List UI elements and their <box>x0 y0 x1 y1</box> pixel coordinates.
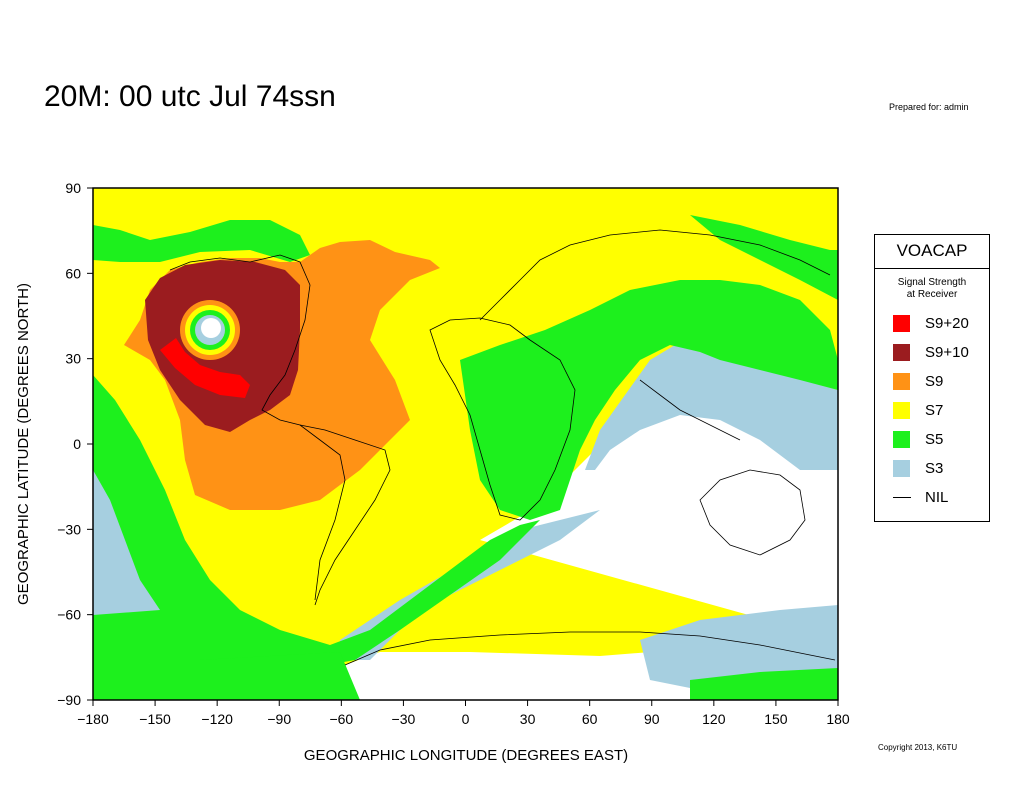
legend-nil-line <box>893 497 911 498</box>
legend-swatch <box>893 431 910 448</box>
x-axis-title: GEOGRAPHIC LONGITUDE (DEGREES EAST) <box>304 747 628 764</box>
map-title: 20M: 00 utc Jul 74ssn <box>44 80 336 113</box>
x-tick-label: −120 <box>201 711 233 727</box>
legend-label: S9+20 <box>925 315 969 332</box>
x-tick-label: −60 <box>329 711 353 727</box>
coverage-s9-20 <box>160 338 250 398</box>
legend-label: S3 <box>925 460 944 477</box>
coverage-s5-africa-asia <box>460 280 838 520</box>
legend-label: S7 <box>925 402 944 419</box>
legend-subtitle: Signal Strength at Receiver <box>875 277 989 301</box>
coverage-nil <box>345 368 838 700</box>
y-axis-title: GEOGRAPHIC LATITUDE (DEGREES NORTH) <box>15 283 32 605</box>
x-tick-label: 30 <box>520 711 536 727</box>
legend-subtitle-line2: at Receiver <box>906 289 958 300</box>
legend-title: VOACAP <box>875 235 989 269</box>
x-tick-label: 60 <box>582 711 598 727</box>
coverage-s5-northeast <box>690 215 838 300</box>
legend-item: S5 <box>893 431 989 449</box>
y-tick-label: 60 <box>65 265 81 281</box>
legend-item: S9+10 <box>893 344 989 362</box>
y-tick-label: −90 <box>57 692 81 708</box>
coverage-layers <box>93 188 838 700</box>
coverage-s5-antarctic <box>93 652 838 700</box>
legend-swatch <box>893 373 910 390</box>
x-tick-label: −150 <box>139 711 171 727</box>
coverage-s5-arctic <box>93 220 310 262</box>
legend-label: S9 <box>925 373 944 390</box>
coverage-s3-southern <box>93 510 838 690</box>
prepared-for-label: Prepared for: admin <box>889 102 969 112</box>
legend-swatch <box>893 460 910 477</box>
y-tick-label: 90 <box>65 180 81 196</box>
legend-swatch <box>893 344 910 361</box>
legend-item: S9 <box>893 373 989 391</box>
legend: VOACAP Signal Strength at Receiver S9+20… <box>874 234 990 522</box>
copyright-label: Copyright 2013, K6TU <box>878 743 958 752</box>
y-tick-label: 30 <box>65 351 81 367</box>
x-tick-label: −30 <box>392 711 416 727</box>
y-axis-ticks: 90 60 30 0 −30 −60 −90 <box>57 180 93 708</box>
x-tick-label: 120 <box>702 711 726 727</box>
legend-item: S7 <box>893 402 989 420</box>
legend-item: S9+20 <box>893 315 989 333</box>
legend-subtitle-line1: Signal Strength <box>897 277 967 288</box>
legend-item: NIL <box>893 489 989 507</box>
x-axis-ticks: −180 −150 −120 −90 −60 −30 0 30 60 90 120 150 180 <box>77 700 850 727</box>
x-tick-label: −90 <box>267 711 291 727</box>
x-tick-label: 0 <box>462 711 470 727</box>
y-tick-label: −30 <box>57 521 81 537</box>
x-tick-label: 90 <box>644 711 660 727</box>
legend-swatch <box>893 315 910 332</box>
legend-label: NIL <box>925 489 949 506</box>
coastlines <box>169 229 836 666</box>
coverage-s5-pacific <box>93 375 540 670</box>
x-tick-label: 180 <box>826 711 850 727</box>
legend-label: S9+10 <box>925 344 969 361</box>
x-tick-label: 150 <box>764 711 788 727</box>
legend-label: S5 <box>925 431 944 448</box>
y-tick-label: −60 <box>57 607 81 623</box>
ring-nil <box>201 318 221 338</box>
legend-swatch <box>893 402 910 419</box>
y-tick-label: 0 <box>73 436 81 452</box>
legend-item: S3 <box>893 460 989 478</box>
coverage-s3-indian <box>585 345 838 470</box>
coverage-s3-pacific <box>93 470 160 615</box>
x-tick-label: −180 <box>77 711 109 727</box>
